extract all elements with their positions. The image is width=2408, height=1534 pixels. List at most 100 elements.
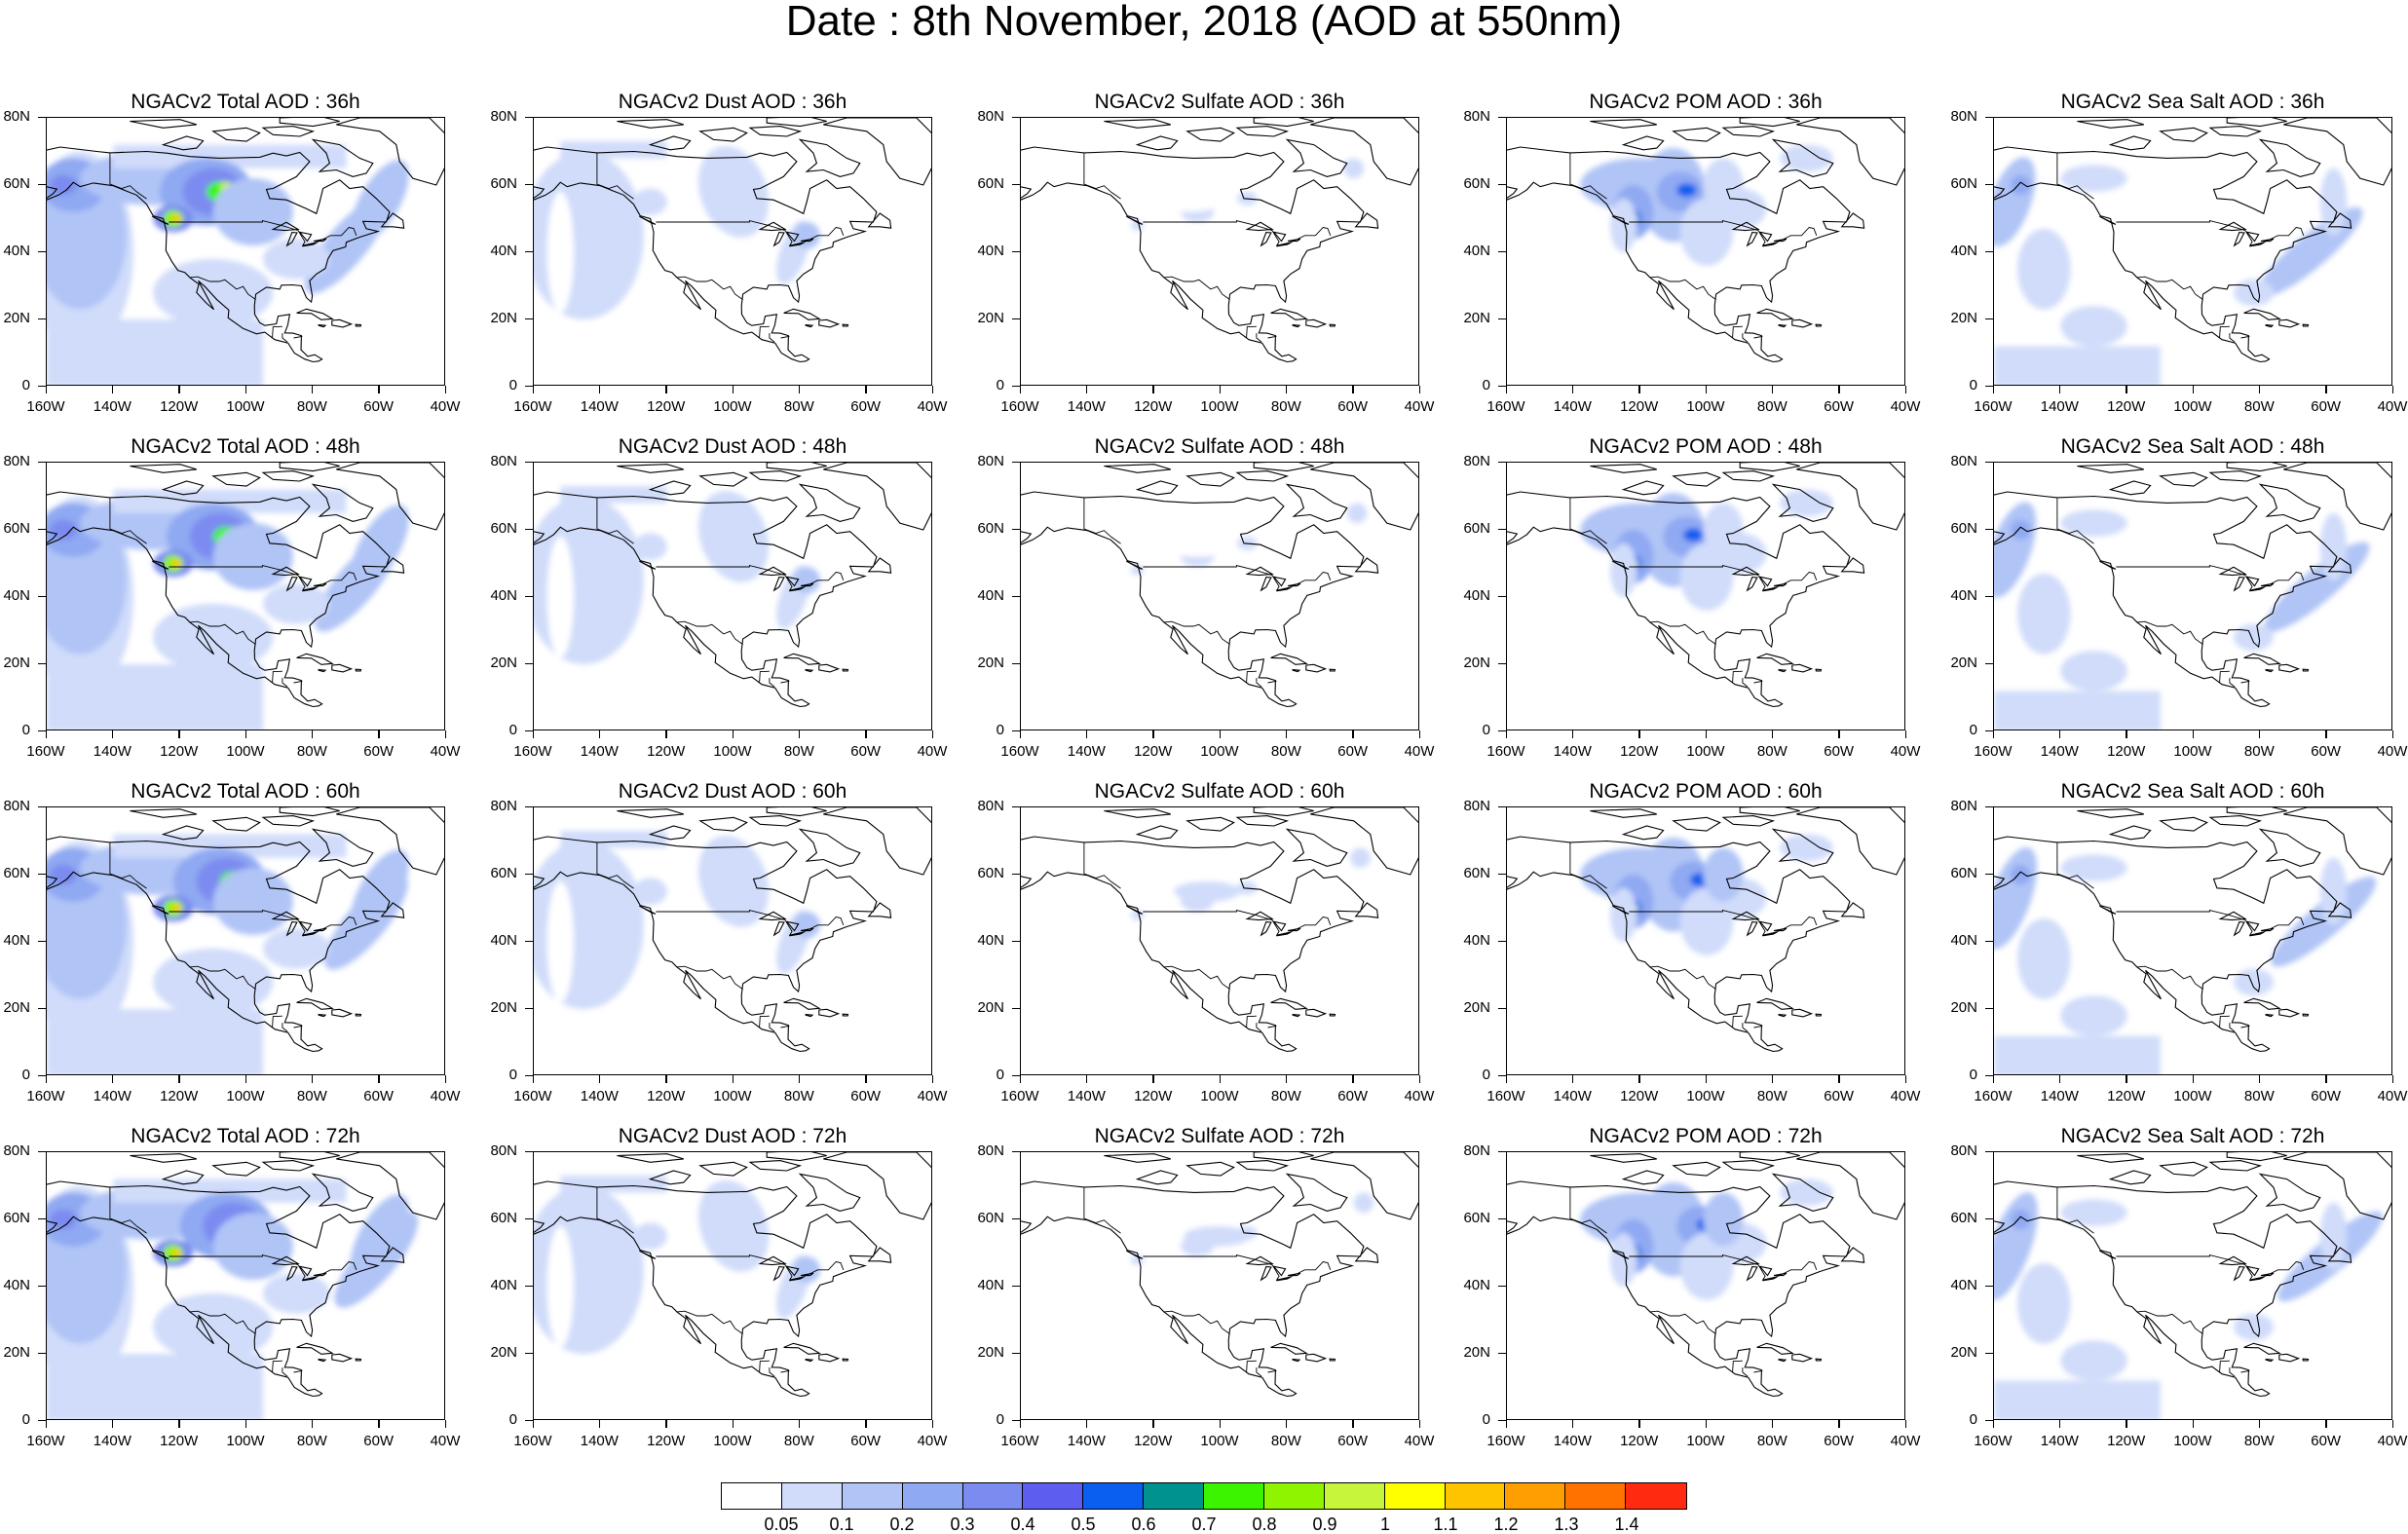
lon-tick-mark [444,386,446,393]
boundary-line [1742,1367,1749,1377]
lon-tick-mark [532,1420,534,1428]
coastline [783,653,821,665]
coastline [1292,668,1301,673]
coastline [1758,231,1773,243]
lon-tick-label: 40W [1890,398,1921,415]
lon-tick-label: 60W [1337,398,1369,415]
lon-tick-mark [2058,730,2061,738]
coastline [211,1161,261,1177]
lon-tick-label: 60W [1337,743,1369,760]
coastline [298,1265,313,1277]
aod-plume [2060,165,2127,192]
lon-tick-label: 160W [1000,1433,1039,1449]
panel-title: NGACv2 Sulfate AOD : 36h [1094,91,1345,113]
coastline [2265,323,2275,328]
coastline [296,308,334,320]
lat-tick-mark [525,940,533,942]
lon-tick-mark [1285,1420,1288,1428]
aod-plume [1994,1035,2161,1074]
boundary-line [1256,333,1262,343]
boundary-line [780,1025,790,1029]
boundary-line [1753,680,1763,684]
lat-tick-mark [1012,1074,1020,1076]
coastline [772,232,785,247]
lon-tick-mark [598,1075,601,1083]
lon-tick-label: 80W [783,398,814,415]
lon-tick-mark [178,1075,180,1083]
lon-tick-label: 80W [1756,398,1787,415]
coastline [2245,231,2260,243]
lon-tick-label: 140W [1553,1433,1592,1449]
lat-tick-label: 40N [1950,1277,1977,1293]
boundary-line [169,1254,357,1281]
coastline [1721,1160,1776,1172]
coastline [1185,816,1235,832]
coastline [355,1013,362,1017]
colorbar-label: 0.5 [1071,1515,1096,1534]
lon-tick-mark [2126,1075,2127,1083]
lat-tick-label: 60N [3,520,30,537]
boundary-line [189,276,256,300]
boundary-line [1267,1025,1277,1029]
coastline [1235,815,1290,827]
lon-tick-label: 100W [2173,1088,2212,1104]
lat-tick-mark [1985,250,1993,252]
lat-tick-mark [525,1419,533,1421]
aod-plume [171,904,181,913]
lon-tick-mark [444,1420,446,1428]
lon-tick-mark [2391,730,2393,738]
aod-plume [2011,519,2031,541]
coastline [748,1160,803,1172]
coastline [2302,1358,2310,1362]
coastline [2108,135,2152,151]
coastline [211,471,261,487]
boundary-line [1629,1254,1818,1281]
lon-tick-mark [1992,386,1994,393]
lat-tick-mark [38,940,46,942]
lon-tick-mark [311,730,314,738]
coastline [311,138,374,177]
coastline [798,1173,861,1212]
coastline [823,807,931,876]
coastline [748,815,803,827]
lat-tick-label: 60N [3,1210,30,1226]
boundary-line [759,1360,770,1372]
coastline [639,1250,657,1259]
coastline [1235,470,1290,482]
lon-tick-mark [1992,730,1994,738]
coastline [1621,480,1665,496]
lat-tick-mark [1498,461,1506,463]
aod-plume [2017,573,2071,655]
lon-tick-label: 40W [1890,1433,1921,1449]
lon-tick-label: 100W [1200,1088,1239,1104]
lat-tick-mark [525,528,533,530]
lon-tick-label: 160W [513,1433,552,1449]
lon-tick-label: 160W [1486,398,1525,415]
lon-tick-mark [1705,730,1707,738]
boundary-line [282,1023,288,1032]
lon-tick-label: 160W [1974,398,2013,415]
aod-plume [560,1176,667,1193]
lat-tick-mark [525,385,533,387]
panel-title: NGACv2 Sulfate AOD : 48h [1094,435,1345,458]
boundary-line [2056,152,2094,200]
coastline [1771,483,1834,522]
coastline [1791,663,1814,673]
lat-tick-mark [38,1150,46,1152]
lat-tick-label: 80N [1463,1142,1490,1159]
lon-tick-mark [1838,1075,1840,1083]
coastline [818,1008,841,1018]
lat-tick-label: 20N [1463,310,1490,326]
coastline [1731,221,1760,232]
lat-tick-mark [1985,183,1993,185]
coastline [748,470,803,482]
boundary-line [769,1023,775,1032]
lat-tick-label: 20N [3,999,30,1016]
aod-plume [153,258,274,326]
lon-tick-mark [1505,1075,1507,1083]
coastline [2208,470,2263,482]
aod-plume [1676,183,1697,198]
lat-tick-label: 60N [1463,1210,1490,1226]
coastline [2108,1170,2152,1185]
aod-plume [2060,995,2127,1036]
